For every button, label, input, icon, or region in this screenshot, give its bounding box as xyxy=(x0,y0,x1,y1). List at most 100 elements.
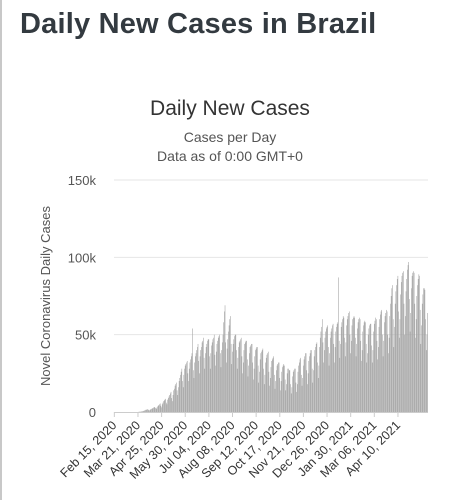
bar xyxy=(413,272,415,412)
bar xyxy=(209,368,211,412)
bar xyxy=(338,277,339,412)
bar xyxy=(184,368,185,412)
bar xyxy=(322,342,324,412)
bar xyxy=(382,356,384,412)
bar xyxy=(243,350,245,412)
bar xyxy=(166,404,168,412)
bar xyxy=(246,340,247,412)
bar xyxy=(379,319,380,412)
bar xyxy=(279,377,281,412)
bar xyxy=(398,311,399,412)
bar xyxy=(214,354,216,412)
bar xyxy=(263,368,264,412)
bar xyxy=(391,288,393,412)
bar xyxy=(351,325,353,412)
bar xyxy=(301,385,303,412)
bar xyxy=(299,362,300,412)
bar xyxy=(175,384,177,412)
bar xyxy=(349,334,351,412)
bar xyxy=(282,367,283,412)
bar xyxy=(280,390,281,412)
bar xyxy=(259,371,260,412)
bar xyxy=(405,291,407,412)
bar xyxy=(251,343,252,412)
bar xyxy=(327,325,328,412)
bar xyxy=(414,303,416,412)
bar xyxy=(193,377,195,412)
bar xyxy=(417,285,418,412)
bar xyxy=(319,347,320,412)
bar xyxy=(269,385,270,412)
bar xyxy=(208,339,210,412)
bar xyxy=(303,359,305,412)
bar xyxy=(277,364,278,412)
bar xyxy=(304,356,305,412)
bar xyxy=(282,365,284,412)
bar xyxy=(261,350,263,412)
bar xyxy=(321,319,323,412)
bar xyxy=(252,362,253,412)
bar xyxy=(344,337,345,412)
bar xyxy=(261,351,262,412)
bar xyxy=(416,296,418,412)
bar xyxy=(392,319,394,412)
bar xyxy=(353,317,354,412)
bar xyxy=(311,368,313,412)
bar xyxy=(162,402,164,412)
bar xyxy=(148,410,150,412)
bar xyxy=(422,294,424,412)
bar xyxy=(361,350,363,412)
bar xyxy=(293,370,295,412)
bar xyxy=(161,404,163,412)
bar xyxy=(348,313,349,412)
bar xyxy=(147,409,149,412)
bar xyxy=(230,343,232,412)
bar xyxy=(265,357,267,412)
bar xyxy=(249,353,250,412)
bar xyxy=(405,316,406,412)
bar xyxy=(309,353,311,412)
bar xyxy=(236,368,238,412)
bar xyxy=(408,261,409,412)
bar xyxy=(296,391,297,412)
bar xyxy=(159,403,161,412)
bar xyxy=(343,317,345,412)
bar xyxy=(338,340,340,412)
bar xyxy=(267,351,269,412)
bar xyxy=(386,309,387,412)
bar xyxy=(354,317,355,412)
bar xyxy=(302,377,303,412)
bar xyxy=(387,334,389,412)
bar xyxy=(270,367,272,412)
bar xyxy=(171,398,172,412)
bar xyxy=(181,368,183,412)
bar xyxy=(146,409,147,412)
bar xyxy=(151,408,152,412)
bar xyxy=(213,337,214,412)
bar xyxy=(357,322,359,412)
bar xyxy=(184,365,186,412)
bar xyxy=(157,406,158,412)
bar xyxy=(392,285,393,412)
bar xyxy=(339,357,341,412)
bar xyxy=(403,271,404,412)
bar xyxy=(357,328,358,412)
bar xyxy=(409,331,411,412)
bar xyxy=(421,303,423,412)
bar xyxy=(390,303,391,412)
bar xyxy=(233,339,235,412)
bar xyxy=(377,359,378,412)
bar xyxy=(290,393,292,412)
bar xyxy=(170,393,171,412)
bar xyxy=(413,271,414,412)
bar xyxy=(206,343,208,412)
bar xyxy=(216,343,218,412)
bar xyxy=(237,357,239,412)
bar xyxy=(407,269,408,412)
bar xyxy=(356,343,357,412)
bar xyxy=(307,373,309,412)
bar xyxy=(251,343,253,412)
bar xyxy=(280,381,282,412)
bar xyxy=(256,347,258,412)
bar xyxy=(295,382,297,412)
